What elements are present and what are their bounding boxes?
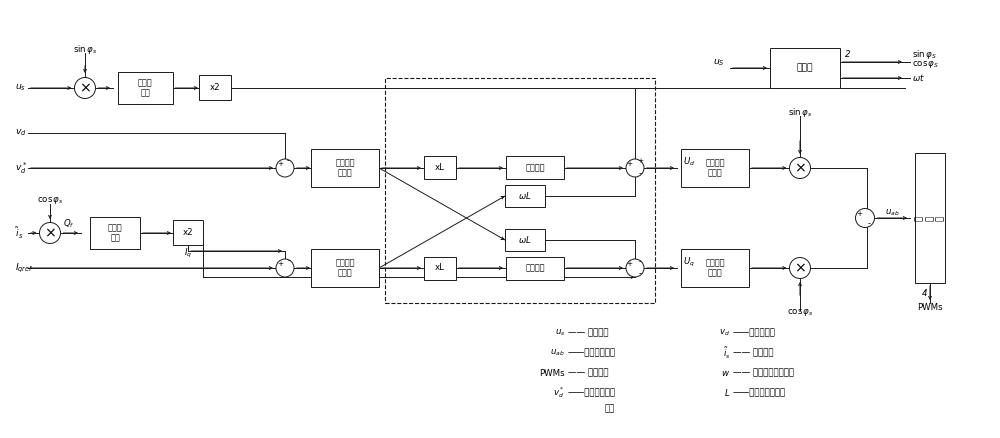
Circle shape (790, 158, 810, 179)
Circle shape (856, 208, 874, 227)
Bar (681, 149, 749, 187)
Text: ——交流侧连接电抗: ——交流侧连接电抗 (733, 389, 786, 398)
Text: +: + (856, 211, 863, 217)
Text: $\cos\varphi_s$: $\cos\varphi_s$ (787, 307, 813, 318)
Bar (311, 249, 379, 287)
Text: PWMs: PWMs (539, 368, 565, 378)
Text: -: - (639, 269, 641, 279)
Text: $v_d$: $v_d$ (15, 128, 27, 138)
Circle shape (74, 78, 96, 99)
Text: 低通滤
波器: 低通滤 波器 (108, 223, 122, 243)
Text: 锁相环: 锁相环 (797, 64, 813, 73)
Text: ×: × (79, 81, 91, 95)
Bar (311, 149, 379, 187)
Text: -: - (288, 257, 290, 265)
Bar (173, 220, 203, 246)
Bar (199, 75, 231, 100)
Text: $\omega L$: $\omega L$ (518, 191, 532, 201)
Text: xL: xL (435, 264, 445, 272)
Text: $u_s$: $u_s$ (15, 83, 26, 93)
Bar (505, 185, 545, 207)
Text: $\cos\varphi_s$: $\cos\varphi_s$ (37, 195, 63, 206)
Text: x2: x2 (210, 84, 220, 92)
Bar (505, 229, 545, 251)
Text: ×: × (794, 261, 806, 275)
Text: $\tilde{i}_s$: $\tilde{i}_s$ (723, 346, 730, 360)
Text: $I_{qref}$: $I_{qref}$ (15, 261, 34, 275)
Text: 2: 2 (845, 50, 850, 60)
Text: -: - (868, 219, 871, 228)
Bar (770, 48, 840, 88)
Text: $\sin\varphi_S$: $\sin\varphi_S$ (912, 49, 937, 61)
Text: $\cos\varphi_S$: $\cos\varphi_S$ (912, 60, 939, 71)
Bar (424, 156, 456, 180)
Text: $\sin\varphi_s$: $\sin\varphi_s$ (788, 106, 812, 120)
Bar (90, 217, 140, 249)
Text: —— 交流侧电压角频率: —— 交流侧电压角频率 (733, 368, 794, 378)
Bar (385, 78, 655, 303)
Bar (506, 156, 564, 180)
Text: +: + (277, 162, 283, 167)
Text: $\sin\varphi_s$: $\sin\varphi_s$ (73, 43, 97, 57)
Text: 定值: 定值 (605, 405, 615, 413)
Text: $u_s$: $u_s$ (555, 328, 565, 338)
Text: ——交流端口电压: ——交流端口电压 (568, 349, 616, 357)
Text: xL: xL (435, 163, 445, 173)
Text: $\omega L$: $\omega L$ (518, 234, 532, 246)
Circle shape (276, 259, 294, 277)
Text: $\tilde{i}_s$: $\tilde{i}_s$ (15, 225, 23, 240)
Bar (915, 153, 945, 283)
Circle shape (276, 159, 294, 177)
Text: +: + (637, 159, 643, 165)
Circle shape (40, 223, 60, 244)
Text: 逆
变
器: 逆 变 器 (915, 215, 945, 221)
Text: $\omega t$: $\omega t$ (912, 73, 925, 84)
Text: $v_d$: $v_d$ (719, 328, 730, 338)
Text: +: + (277, 261, 283, 268)
Circle shape (626, 259, 644, 277)
Text: 比例微分
控制器: 比例微分 控制器 (705, 158, 725, 178)
Text: 比例微分
控制器: 比例微分 控制器 (335, 158, 355, 178)
Text: —— 交流电流: —— 交流电流 (733, 349, 774, 357)
Circle shape (790, 258, 810, 279)
Text: 比例微分
控制器: 比例微分 控制器 (335, 258, 355, 278)
Text: ——直流侧电压给: ——直流侧电压给 (568, 389, 616, 398)
Bar (118, 72, 173, 104)
Text: -: - (287, 156, 289, 166)
Bar (424, 257, 456, 279)
Text: -: - (639, 170, 641, 179)
Text: 微分算子: 微分算子 (525, 163, 545, 173)
Text: +: + (626, 161, 633, 167)
Bar (681, 249, 749, 287)
Text: $L$: $L$ (724, 388, 730, 399)
Text: $U_d$: $U_d$ (683, 156, 695, 168)
Text: $u_{ab}$: $u_{ab}$ (885, 208, 900, 218)
Text: ×: × (794, 161, 806, 175)
Text: ×: × (44, 226, 56, 240)
Text: $U_q$: $U_q$ (683, 255, 695, 268)
Text: $I_q$: $I_q$ (184, 247, 192, 260)
Bar (506, 257, 564, 279)
Text: —— 交流电压: —— 交流电压 (568, 328, 608, 338)
Text: -: - (639, 257, 641, 266)
Text: PWMs: PWMs (917, 304, 943, 312)
Text: $v_d^*$: $v_d^*$ (553, 385, 565, 400)
Text: $u_{ab}$: $u_{ab}$ (550, 348, 565, 358)
Text: 4: 4 (922, 289, 928, 297)
Text: 低通滤
波器: 低通滤 波器 (138, 78, 152, 98)
Text: —— 开关信号: —— 开关信号 (568, 368, 608, 378)
Text: ——直流侧电压: ——直流侧电压 (733, 328, 776, 338)
Text: $Q_f$: $Q_f$ (63, 218, 75, 230)
Text: 比例微分
控制器: 比例微分 控制器 (705, 258, 725, 278)
Text: $w$: $w$ (721, 368, 730, 378)
Circle shape (626, 159, 644, 177)
Text: +: + (626, 261, 633, 267)
Text: x2: x2 (183, 229, 193, 237)
Text: 微分算子: 微分算子 (525, 264, 545, 272)
Text: $u_S$: $u_S$ (713, 58, 725, 68)
Text: $v_d^*$: $v_d^*$ (15, 160, 27, 176)
